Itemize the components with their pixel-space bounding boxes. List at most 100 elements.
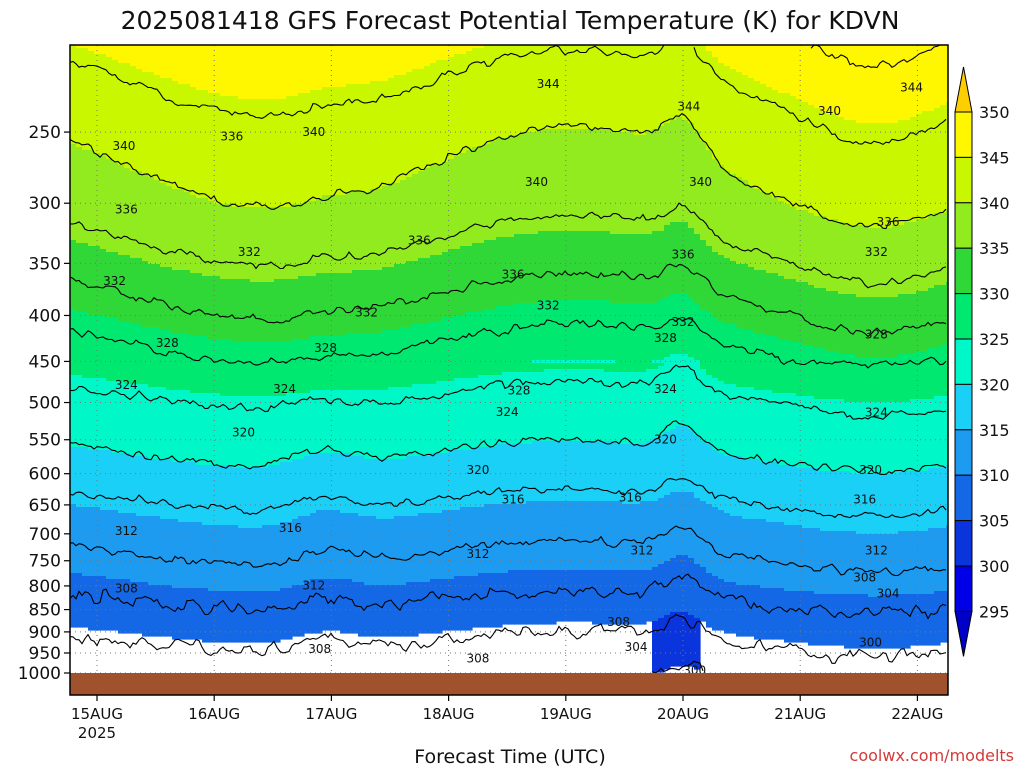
colorbar-segment bbox=[954, 383, 973, 431]
temperature-fill-cell bbox=[70, 240, 77, 310]
temperature-fill-cell bbox=[694, 45, 701, 133]
temperature-fill-cell bbox=[298, 393, 305, 460]
temperature-fill-cell bbox=[340, 87, 347, 196]
temperature-fill-cell bbox=[262, 45, 269, 100]
temperature-fill-cell bbox=[292, 519, 299, 586]
temperature-fill-cell bbox=[670, 45, 677, 121]
temperature-fill-cell bbox=[70, 504, 77, 574]
temperature-fill-cell bbox=[916, 45, 923, 115]
colorbar-segment bbox=[954, 429, 973, 476]
temperature-fill-cell bbox=[538, 231, 545, 301]
temperature-fill-cell bbox=[886, 534, 893, 595]
temperature-fill-cell bbox=[232, 591, 239, 643]
temperature-fill-cell bbox=[130, 456, 137, 514]
temperature-fill-cell bbox=[250, 342, 257, 397]
temperature-fill-cell bbox=[172, 462, 179, 520]
temperature-fill-cell bbox=[460, 45, 467, 55]
temperature-fill-cell bbox=[388, 330, 395, 388]
contour-label: 316 bbox=[502, 492, 525, 506]
temperature-fill-cell bbox=[646, 132, 653, 235]
temperature-fill-cell bbox=[880, 402, 887, 475]
temperature-fill-cell bbox=[118, 321, 125, 382]
temperature-fill-cell bbox=[160, 330, 167, 388]
temperature-fill-cell bbox=[634, 570, 641, 625]
y-tick-label: 900 bbox=[29, 623, 61, 643]
temperature-fill-cell bbox=[502, 504, 509, 574]
temperature-fill-cell bbox=[886, 228, 893, 298]
temperature-fill-cell bbox=[598, 441, 605, 502]
temperature-fill-cell bbox=[382, 585, 389, 637]
temperature-fill-cell bbox=[940, 213, 947, 286]
temperature-fill-cell bbox=[724, 384, 731, 457]
temperature-fill-cell bbox=[142, 456, 149, 517]
temperature-fill-cell bbox=[472, 45, 479, 49]
temperature-fill-cell bbox=[358, 333, 365, 391]
temperature-fill-cell bbox=[232, 396, 239, 469]
temperature-fill-cell bbox=[454, 156, 461, 250]
temperature-fill-cell bbox=[454, 576, 461, 631]
temperature-fill-cell bbox=[406, 327, 413, 388]
temperature-fill-cell bbox=[574, 231, 581, 301]
temperature-fill-cell bbox=[724, 258, 731, 325]
temperature-fill-cell bbox=[382, 330, 389, 391]
temperature-fill-cell bbox=[832, 291, 839, 352]
temperature-fill-cell bbox=[574, 45, 581, 130]
temperature-fill-cell bbox=[136, 516, 143, 583]
temperature-fill-cell bbox=[772, 90, 779, 199]
temperature-fill-cell bbox=[910, 45, 917, 118]
temperature-fill-cell bbox=[136, 324, 143, 385]
temperature-fill-cell bbox=[448, 159, 455, 250]
temperature-fill-cell bbox=[586, 441, 593, 502]
temperature-fill-cell bbox=[820, 399, 827, 472]
contour-label: 304 bbox=[625, 640, 648, 654]
temperature-fill-cell bbox=[826, 531, 833, 595]
temperature-fill-cell bbox=[754, 459, 761, 520]
temperature-fill-cell bbox=[778, 588, 785, 640]
temperature-fill-cell bbox=[406, 516, 413, 583]
temperature-fill-cell bbox=[376, 519, 383, 586]
temperature-fill-cell bbox=[304, 393, 311, 457]
contour-label: 324 bbox=[865, 406, 888, 420]
temperature-fill-cell bbox=[556, 501, 563, 571]
temperature-fill-cell bbox=[394, 264, 401, 331]
temperature-fill-cell bbox=[364, 45, 371, 85]
temperature-fill-cell bbox=[712, 57, 719, 160]
temperature-fill-cell bbox=[922, 399, 929, 472]
contour-label: 324 bbox=[273, 382, 296, 396]
temperature-fill-cell bbox=[904, 354, 911, 403]
temperature-fill-cell bbox=[946, 591, 948, 643]
temperature-fill-cell bbox=[664, 495, 671, 562]
temperature-fill-cell bbox=[826, 114, 833, 220]
temperature-fill-cell bbox=[280, 279, 287, 343]
temperature-fill-cell bbox=[220, 45, 227, 97]
temperature-fill-cell bbox=[856, 402, 863, 475]
temperature-fill-cell bbox=[130, 171, 137, 259]
temperature-fill-cell bbox=[592, 129, 599, 232]
temperature-fill-cell bbox=[70, 309, 77, 376]
temperature-fill-cell bbox=[490, 447, 497, 505]
temperature-fill-cell bbox=[658, 435, 665, 499]
temperature-fill-cell bbox=[886, 402, 893, 475]
temperature-fill-cell bbox=[556, 129, 563, 232]
temperature-fill-cell bbox=[316, 510, 323, 580]
temperature-fill-cell bbox=[538, 372, 545, 442]
temperature-fill-cell bbox=[916, 594, 923, 646]
temperature-fill-cell bbox=[472, 147, 479, 244]
temperature-fill-cell bbox=[232, 525, 239, 592]
contour-label: 320 bbox=[654, 433, 677, 447]
temperature-fill-cell bbox=[346, 273, 353, 334]
temperature-fill-cell bbox=[802, 282, 809, 346]
temperature-fill-cell bbox=[436, 453, 443, 514]
temperature-fill-cell bbox=[550, 501, 557, 571]
colorbar-segment bbox=[954, 474, 973, 522]
chart-title: 2025081418 GFS Forecast Potential Temper… bbox=[121, 6, 900, 35]
temperature-fill-cell bbox=[832, 351, 839, 400]
temperature-fill-cell bbox=[808, 45, 815, 106]
temperature-fill-cell bbox=[340, 336, 347, 391]
temperature-fill-cell bbox=[94, 450, 101, 508]
temperature-fill-cell bbox=[580, 441, 587, 502]
contour-label: 316 bbox=[279, 521, 302, 535]
temperature-fill-cell bbox=[682, 612, 689, 667]
temperature-fill-cell bbox=[874, 45, 881, 124]
temperature-fill-cell bbox=[574, 129, 581, 232]
